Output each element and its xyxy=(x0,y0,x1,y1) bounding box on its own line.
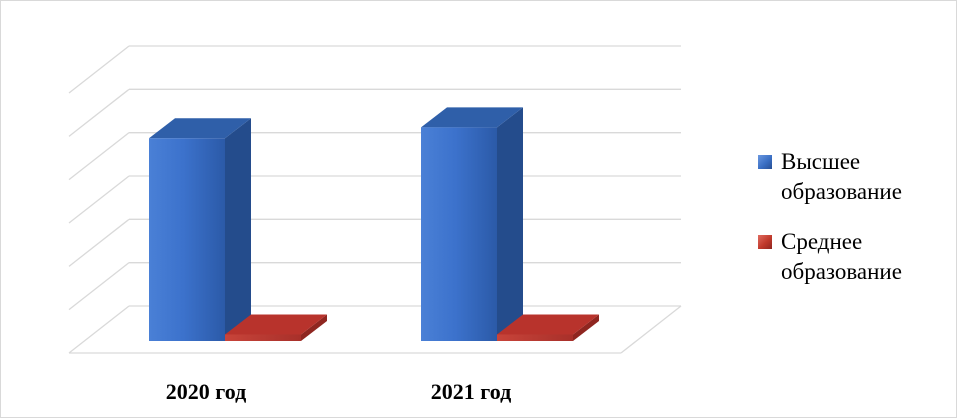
legend-label-higher-education: Высшее образование xyxy=(781,149,902,204)
gridline-side xyxy=(68,305,130,354)
legend-swatch-red-icon xyxy=(758,235,772,249)
category-label-0: 2020 год xyxy=(166,379,246,404)
bar-front-face xyxy=(421,127,497,341)
bar-higher-1 xyxy=(421,107,523,341)
bar-front-face xyxy=(225,334,301,341)
bar-front-face xyxy=(497,334,573,341)
bar-front-face xyxy=(149,138,225,341)
legend-item-higher-education: Высшее образование xyxy=(753,147,953,207)
bar-secondary-0 xyxy=(225,314,327,341)
legend-swatch-blue-icon xyxy=(758,155,772,169)
bar-side-face xyxy=(497,107,523,341)
gridline-side xyxy=(68,45,130,94)
gridline-side xyxy=(68,262,130,311)
bar-top-face xyxy=(225,314,327,335)
gridline-side xyxy=(68,218,130,267)
category-labels: 2020 год 2021 год xyxy=(166,379,511,404)
bars xyxy=(149,107,599,341)
bar-side-face xyxy=(573,314,599,341)
bar-top-face xyxy=(497,314,599,335)
legend: Высшее образование Среднее образование xyxy=(753,147,953,307)
floor-right-edge xyxy=(620,305,682,354)
bar-side-face xyxy=(225,118,251,341)
legend-item-secondary-education: Среднее образование xyxy=(753,227,953,287)
category-label-1: 2021 год xyxy=(431,379,511,404)
bar-side-face xyxy=(301,314,327,341)
bar-top-face xyxy=(421,107,523,128)
gridline-side xyxy=(68,88,130,137)
legend-label-secondary-education: Среднее образование xyxy=(781,229,902,284)
gridline-side xyxy=(68,175,130,224)
bar-top-face xyxy=(149,118,251,139)
gridline-side xyxy=(68,132,130,181)
bar-secondary-1 xyxy=(497,314,599,341)
bar-higher-0 xyxy=(149,118,251,341)
